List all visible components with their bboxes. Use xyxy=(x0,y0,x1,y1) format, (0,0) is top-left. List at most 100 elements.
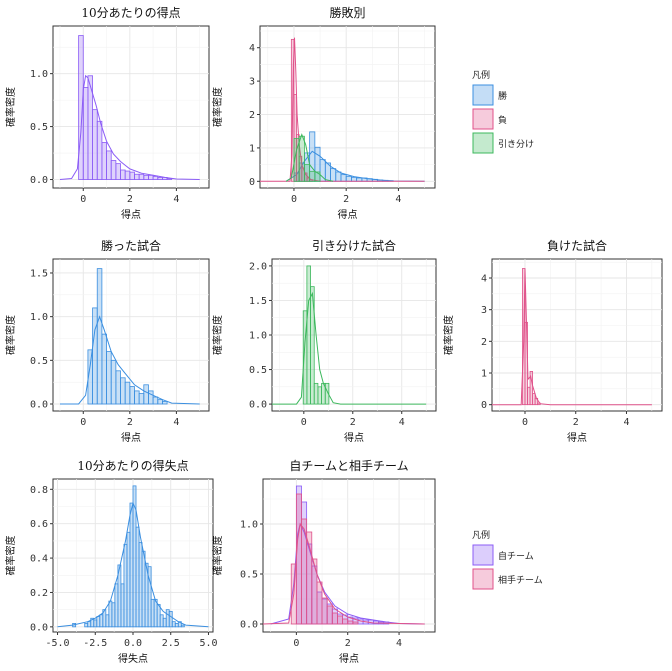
y-tick-label: 1.0 xyxy=(30,312,48,323)
histogram-bar xyxy=(298,135,305,182)
y-tick-label: 3 xyxy=(249,77,255,88)
y-tick-label: 1 xyxy=(481,369,487,380)
histogram-bar xyxy=(157,177,163,180)
legend-entry: 負 xyxy=(498,114,507,126)
plot-area xyxy=(262,478,436,633)
histogram-bar xyxy=(352,621,359,625)
x-tick-label: 2.5 xyxy=(162,638,180,649)
series-引き分け xyxy=(285,133,334,182)
chart-title: 勝敗別 xyxy=(329,5,365,20)
histogram-bar xyxy=(159,614,164,628)
histogram-bar xyxy=(174,623,179,628)
histogram-bar xyxy=(331,612,338,625)
histogram-bar xyxy=(126,531,131,628)
histogram-bar xyxy=(87,621,92,628)
legend-entry: 相手チーム xyxy=(498,574,543,586)
y-tick-label: 0 xyxy=(249,177,255,188)
histogram-bar xyxy=(295,493,302,625)
histogram-bar xyxy=(335,171,342,182)
histogram-bar xyxy=(96,268,103,405)
y-tick-label: 0.8 xyxy=(30,485,48,496)
histogram-bar xyxy=(115,163,121,180)
y-tick-label: 1.0 xyxy=(240,520,258,531)
x-tick-label: -5.0 xyxy=(45,638,69,649)
histogram-bar xyxy=(311,558,318,625)
series-0 xyxy=(60,268,200,405)
x-tick-label: 4 xyxy=(395,194,401,205)
y-axis-label: 確率密度 xyxy=(211,315,224,355)
x-tick-label: 0.0 xyxy=(124,638,142,649)
histogram-bar xyxy=(150,598,155,628)
histogram-bar xyxy=(345,175,352,182)
histogram-bar xyxy=(135,526,140,628)
histogram-bar xyxy=(141,550,146,628)
histogram-bar xyxy=(114,583,119,628)
chart-title: 引き分けた試合 xyxy=(312,238,396,253)
y-tick-label: 0.0 xyxy=(30,622,48,633)
x-tick-label: 2 xyxy=(343,194,349,205)
x-axis-label: 得失点 xyxy=(118,652,148,665)
legend-key xyxy=(472,132,494,154)
x-tick-label: 2 xyxy=(350,417,356,428)
histogram-bar xyxy=(317,386,322,405)
histogram-bar xyxy=(92,307,98,405)
histogram-bar xyxy=(124,381,131,405)
legend-entry: 引き分け xyxy=(498,139,534,150)
y-tick-label: 1.5 xyxy=(30,268,48,279)
histogram-bar xyxy=(101,142,107,180)
histogram-bar xyxy=(147,566,152,628)
x-tick-label: 2 xyxy=(127,194,133,205)
plot-area xyxy=(491,258,663,412)
histogram-bar xyxy=(96,120,103,180)
density-line xyxy=(285,150,425,182)
histogram-bar xyxy=(309,170,316,182)
y-tick-label: 0.0 xyxy=(240,620,258,631)
histogram-bar xyxy=(123,543,128,628)
x-tick-label: 2 xyxy=(127,417,133,428)
histogram-bar xyxy=(304,164,311,182)
y-tick-label: 0.5 xyxy=(30,122,48,133)
histogram-bar xyxy=(108,600,113,628)
y-tick-label: 0.0 xyxy=(30,175,48,186)
histogram-bar xyxy=(152,396,159,405)
legend-entry: 自チーム xyxy=(498,550,534,562)
y-tick-label: 0.5 xyxy=(30,356,48,367)
histogram-bar xyxy=(152,175,159,180)
histogram-bar xyxy=(310,286,315,405)
chart-title: 勝った試合 xyxy=(101,238,161,253)
histogram-bar xyxy=(168,610,173,628)
histogram-bar xyxy=(529,371,533,406)
histogram-bar xyxy=(156,604,161,628)
y-tick-label: 0.0 xyxy=(249,400,267,411)
histogram-bar xyxy=(326,605,333,625)
histogram-bar xyxy=(110,359,117,405)
histogram-bar xyxy=(129,386,135,405)
x-tick-label: -2.5 xyxy=(83,638,107,649)
y-tick-label: 2 xyxy=(481,337,487,348)
x-axis-label: 得点 xyxy=(344,432,364,444)
histogram-bar xyxy=(120,583,125,628)
histogram-bar xyxy=(134,390,140,405)
x-tick-label: 0 xyxy=(80,417,86,428)
series-0 xyxy=(59,35,200,180)
histogram-bar xyxy=(313,382,319,405)
density-line xyxy=(285,133,334,182)
legend-title: 凡例 xyxy=(472,529,490,541)
y-axis-label: 確率密度 xyxy=(211,536,224,576)
x-tick-label: 4 xyxy=(396,638,402,649)
histogram-bar xyxy=(351,176,358,182)
grid xyxy=(272,259,436,411)
density-line xyxy=(57,501,209,628)
histogram-bar xyxy=(180,624,185,628)
histogram-bar xyxy=(153,598,158,628)
y-tick-label: 2.0 xyxy=(249,261,267,272)
histogram-bar xyxy=(124,170,131,180)
legend-entry: 勝 xyxy=(498,90,507,102)
plot-area xyxy=(52,258,210,412)
y-tick-label: 1.5 xyxy=(249,296,267,307)
